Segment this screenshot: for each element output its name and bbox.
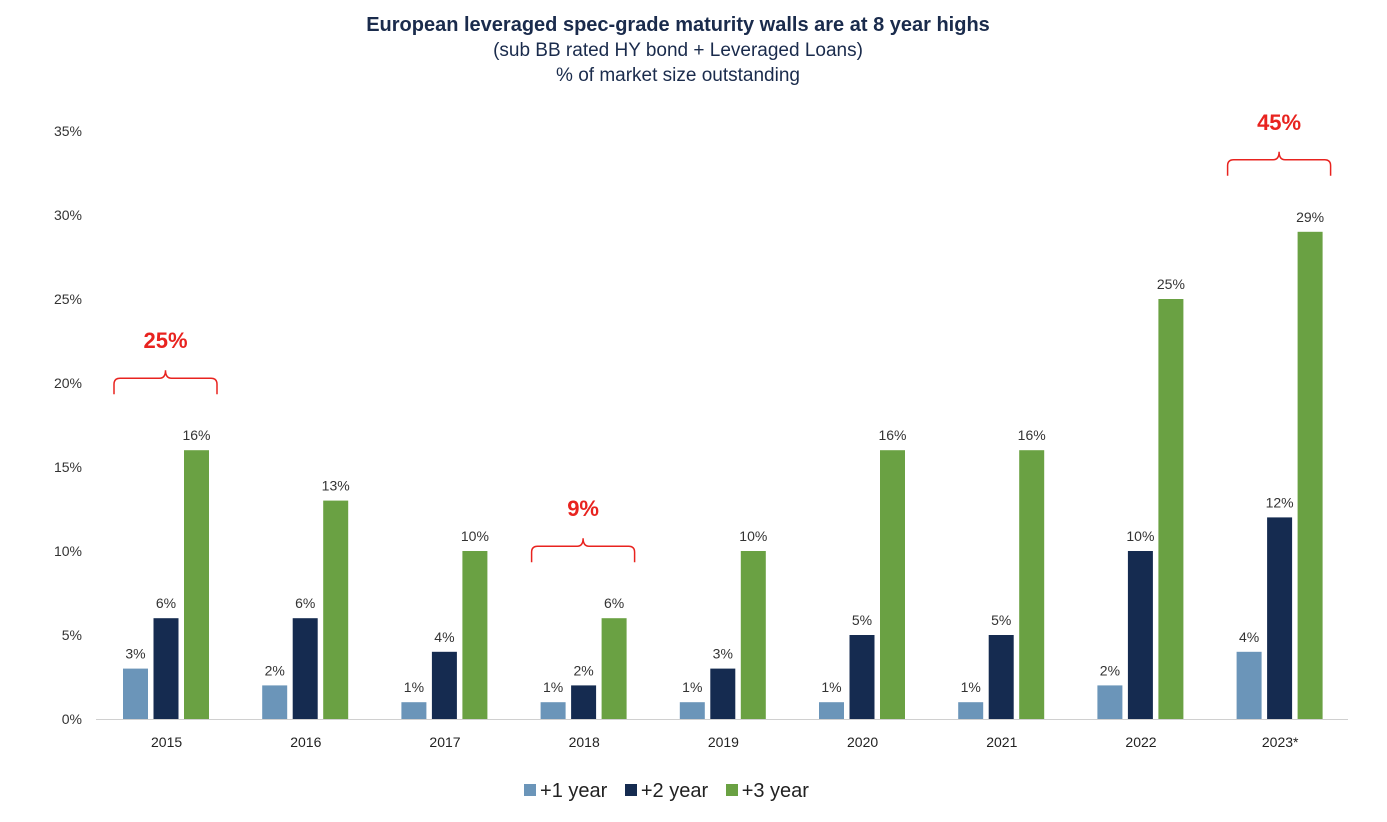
data-label: 3% bbox=[125, 646, 145, 662]
data-label: 25% bbox=[1157, 276, 1185, 292]
x-tick-label: 2020 bbox=[847, 734, 878, 750]
y-tick-label: 15% bbox=[54, 459, 82, 475]
data-label: 2% bbox=[573, 662, 593, 678]
bar bbox=[849, 635, 875, 719]
y-tick-label: 20% bbox=[54, 375, 82, 391]
y-tick-label: 35% bbox=[54, 123, 82, 139]
legend-swatch-2yr bbox=[624, 784, 637, 796]
data-label: 10% bbox=[461, 528, 489, 544]
data-label: 1% bbox=[543, 679, 563, 695]
bar bbox=[1267, 517, 1293, 719]
annotation-label: 9% bbox=[567, 496, 599, 521]
data-label: 16% bbox=[1018, 427, 1046, 443]
bar bbox=[1097, 685, 1123, 719]
data-label: 1% bbox=[821, 679, 841, 695]
bar bbox=[540, 702, 566, 719]
y-tick-label: 10% bbox=[54, 543, 82, 559]
legend-label-2yr: +2 year bbox=[640, 780, 709, 802]
annotation-bracket bbox=[1226, 151, 1332, 176]
bar bbox=[880, 450, 905, 719]
bar bbox=[1297, 231, 1323, 720]
bar bbox=[184, 450, 209, 719]
legend-item-2yr: +2 year bbox=[624, 780, 709, 803]
chart-title: European leveraged spec-grade maturity w… bbox=[366, 14, 990, 36]
x-tick-label: 2021 bbox=[986, 734, 1017, 750]
annotation-bracket bbox=[530, 538, 636, 563]
data-label: 12% bbox=[1266, 494, 1294, 510]
bar bbox=[710, 668, 736, 719]
bar bbox=[401, 702, 427, 719]
data-label: 16% bbox=[182, 427, 210, 443]
bar bbox=[262, 685, 288, 719]
bar bbox=[819, 702, 844, 719]
bar bbox=[1127, 551, 1153, 719]
bar bbox=[153, 618, 179, 719]
chart-subtitle: (sub BB rated HY bond + Leveraged Loans) bbox=[493, 40, 863, 61]
data-label: 3% bbox=[713, 646, 733, 662]
bar bbox=[988, 635, 1014, 719]
bar bbox=[292, 618, 318, 719]
bar bbox=[1019, 450, 1045, 719]
legend-swatch-3yr bbox=[725, 784, 738, 796]
x-tick-label: 2018 bbox=[569, 734, 600, 750]
data-label: 4% bbox=[434, 629, 454, 645]
data-label: 10% bbox=[739, 528, 767, 544]
data-label: 1% bbox=[682, 679, 702, 695]
y-tick-label: 30% bbox=[54, 207, 82, 223]
bar bbox=[1158, 299, 1184, 719]
bar bbox=[431, 651, 457, 719]
x-tick-label: 2023* bbox=[1262, 734, 1299, 750]
data-label: 1% bbox=[961, 679, 981, 695]
data-label: 29% bbox=[1296, 209, 1324, 225]
bar bbox=[1236, 651, 1262, 719]
bar bbox=[740, 551, 766, 719]
chart-titles: European leveraged spec-grade maturity w… bbox=[0, 12, 1356, 88]
bar bbox=[571, 685, 597, 719]
bar bbox=[601, 618, 627, 719]
data-label: 2% bbox=[1100, 662, 1120, 678]
bar bbox=[323, 500, 349, 719]
x-tick-label: 2022 bbox=[1125, 734, 1156, 750]
y-tick-label: 25% bbox=[54, 291, 82, 307]
data-label: 1% bbox=[404, 679, 424, 695]
legend: +1 year +2 year +3 year bbox=[0, 780, 1333, 803]
data-label: 13% bbox=[322, 478, 350, 494]
data-label: 6% bbox=[604, 595, 624, 611]
data-label: 6% bbox=[295, 595, 315, 611]
annotation-label: 45% bbox=[1257, 110, 1301, 135]
bar bbox=[123, 668, 148, 719]
x-tick-label: 2016 bbox=[290, 734, 321, 750]
y-tick-label: 0% bbox=[62, 711, 82, 727]
data-label: 4% bbox=[1239, 629, 1259, 645]
data-label: 6% bbox=[156, 595, 176, 611]
annotation-label: 25% bbox=[143, 328, 187, 353]
x-tick-label: 2017 bbox=[429, 734, 460, 750]
data-label: 10% bbox=[1126, 528, 1154, 544]
data-label: 5% bbox=[991, 612, 1011, 628]
bar bbox=[679, 702, 705, 719]
legend-item-1yr: +1 year bbox=[524, 780, 607, 803]
y-tick-label: 5% bbox=[62, 627, 82, 643]
bar bbox=[958, 702, 984, 719]
data-label: 2% bbox=[265, 662, 285, 678]
legend-label-3yr: +3 year bbox=[741, 780, 809, 802]
data-label: 16% bbox=[878, 427, 906, 443]
chart-subtitle-units: % of market size outstanding bbox=[556, 65, 800, 86]
legend-item-3yr: +3 year bbox=[725, 780, 809, 803]
legend-swatch-1yr bbox=[524, 784, 537, 796]
legend-label-1yr: +1 year bbox=[540, 780, 608, 802]
x-tick-label: 2019 bbox=[708, 734, 739, 750]
data-label: 5% bbox=[852, 612, 872, 628]
annotation-bracket bbox=[113, 370, 218, 395]
x-tick-label: 2015 bbox=[151, 734, 182, 750]
bar bbox=[462, 551, 488, 719]
